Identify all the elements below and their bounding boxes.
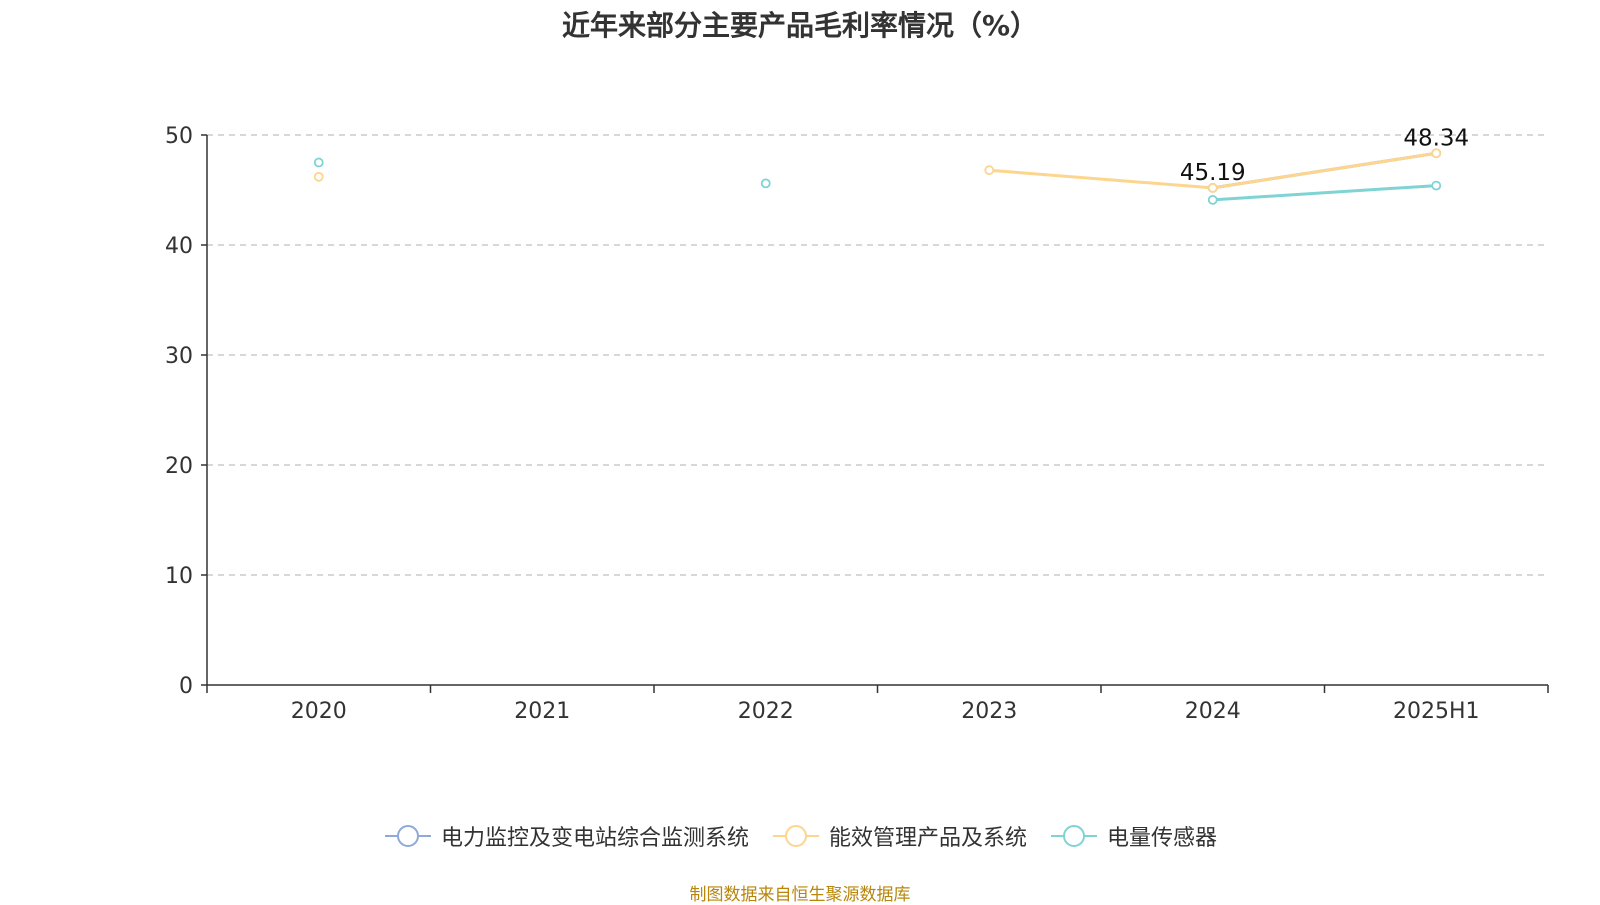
legend: 电力监控及变电站综合监测系统 能效管理产品及系统 电量传感器 (0, 820, 1600, 852)
legend-label-power-monitoring: 电力监控及变电站综合监测系统 (440, 826, 749, 851)
data-label-2025H1: 48.34 (1403, 125, 1469, 151)
legend-item-energy-efficiency[interactable]: 能效管理产品及系统 (771, 820, 1027, 852)
y-tick-label-20: 20 (165, 454, 193, 479)
legend-label-power-sensor: 电量传感器 (1107, 826, 1218, 851)
x-tick-label-2023: 2023 (961, 699, 1017, 724)
source-note: 制图数据来自恒生聚源数据库 (689, 885, 911, 905)
legend-marker-energy-efficiency (772, 825, 819, 847)
x-tick-label-2020: 2020 (291, 699, 347, 724)
y-tick-label-50: 50 (165, 124, 193, 149)
series-1-point-2024 (1207, 183, 1218, 193)
series-1-point-2020 (313, 171, 324, 182)
x-tick-label-2022: 2022 (738, 699, 794, 724)
y-tick-label-40: 40 (165, 234, 193, 259)
legend-label-energy-efficiency: 能效管理产品及系统 (828, 826, 1027, 851)
series-2-point-2024 (1207, 194, 1218, 205)
x-tick-label-2021: 2021 (514, 699, 570, 724)
series-1-point-2023 (984, 165, 995, 176)
y-tick-label-0: 0 (179, 674, 193, 699)
series-2-point-2025H1 (1431, 180, 1442, 191)
series-2-segment-4 (1212, 184, 1437, 202)
y-tick-label-10: 10 (165, 564, 193, 589)
legend-marker-power-sensor (1051, 825, 1097, 847)
chart-plot: 0 10 20 30 40 50 2020 2021 2022 2023 2024 2025H1 45.… (165, 124, 1549, 724)
series-2-point-2022 (760, 178, 771, 189)
data-label-2024: 45.19 (1180, 160, 1246, 186)
series-1-point-2025H1 (1431, 148, 1442, 159)
x-tick-label-2025H1: 2025H1 (1393, 699, 1480, 724)
series-2-point-2020 (313, 157, 324, 168)
series-1-segment-3 (989, 168, 1213, 190)
series-1-segment-4 (1212, 151, 1437, 190)
chart-title: 近年来部分主要产品毛利率情况（%） (561, 9, 1039, 42)
legend-item-power-sensor[interactable]: 电量传感器 (1049, 820, 1217, 852)
y-tick-label-30: 30 (165, 344, 193, 369)
legend-marker-power-monitoring (384, 825, 431, 847)
x-tick-label-2024: 2024 (1185, 699, 1241, 724)
legend-item-power-monitoring[interactable]: 电力监控及变电站综合监测系统 (383, 820, 749, 852)
